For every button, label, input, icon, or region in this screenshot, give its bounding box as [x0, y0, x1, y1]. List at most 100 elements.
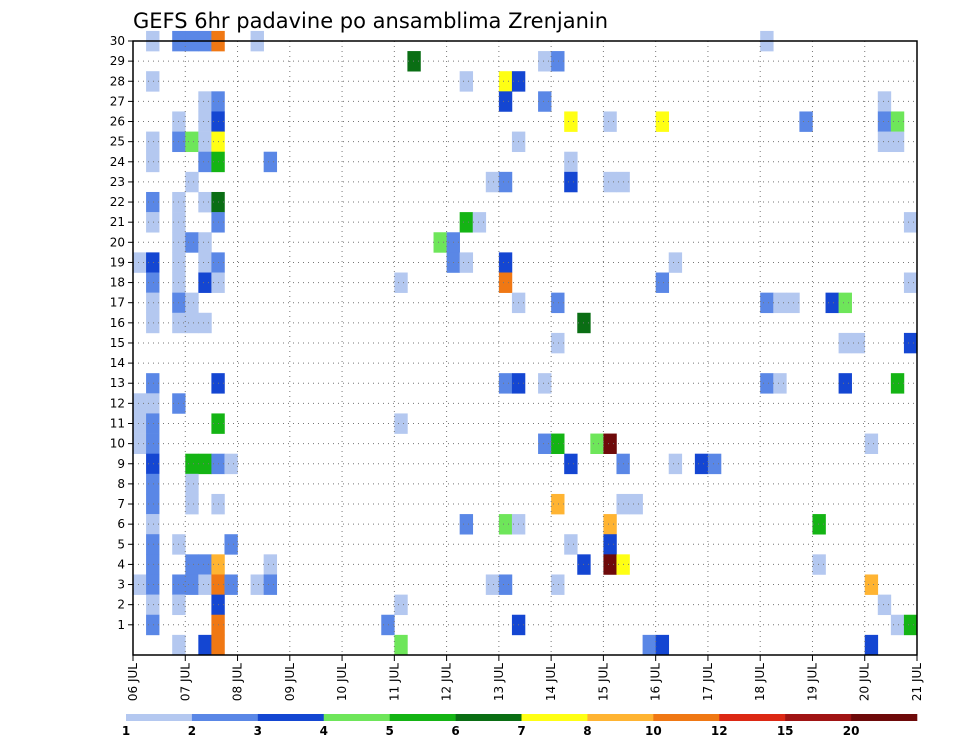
heatmap-cell	[133, 574, 147, 595]
heatmap-cell	[551, 493, 565, 515]
colorbar-swatch	[851, 714, 918, 721]
y-tick-label: 8	[117, 477, 125, 491]
y-tick-label: 13	[110, 376, 125, 390]
y-tick-label: 22	[110, 195, 125, 209]
heatmap-cell	[185, 171, 199, 193]
heatmap-cell	[564, 111, 578, 132]
colorbar-swatch	[785, 714, 852, 721]
colorbar-label: 6	[451, 724, 459, 738]
heatmap-cell	[146, 151, 160, 173]
colorbar-label: 2	[188, 724, 196, 738]
heatmap-cell	[538, 91, 552, 112]
y-tick-label: 4	[117, 557, 125, 571]
heatmap-cell	[642, 634, 656, 656]
colorbar-swatch	[257, 714, 325, 721]
heatmap-cell	[707, 453, 722, 475]
heatmap-cell	[603, 554, 617, 575]
heatmap-cell	[146, 433, 160, 454]
heatmap-cell	[185, 131, 199, 153]
colorbar-label: 4	[320, 724, 328, 738]
heatmap-cell	[185, 473, 199, 495]
colorbar-swatch	[389, 714, 456, 721]
x-axis: 06 JUL 07 JUL 08 JUL 09 JUL 10 JUL 11 JUL 12 J…	[126, 655, 924, 701]
y-tick-label: 2	[117, 598, 125, 612]
heatmap-cell	[799, 111, 813, 132]
x-tick-label: 21 JUL	[910, 663, 924, 701]
heatmap-cell	[250, 574, 264, 595]
heatmap-cell	[472, 212, 487, 233]
y-axis: 1234567891011121314151617181920212223242…	[110, 34, 133, 632]
heatmap-cell	[146, 453, 160, 475]
heatmap-cell	[564, 171, 578, 193]
heatmap-cell	[655, 111, 670, 132]
gridlines	[133, 40, 917, 655]
heatmap-cell	[146, 514, 160, 535]
heatmap-cell	[812, 554, 826, 575]
heatmap-cell	[198, 574, 212, 595]
y-tick-label: 30	[110, 34, 125, 48]
x-tick-label: 09 JUL	[283, 663, 297, 701]
x-tick-label: 13 JUL	[492, 663, 506, 701]
colorbar-swatch	[719, 714, 786, 721]
y-tick-label: 12	[110, 396, 125, 410]
heatmap-cell	[146, 554, 160, 575]
heatmap-cell	[198, 232, 212, 253]
heatmap-cell	[146, 413, 160, 434]
heatmap-cell	[146, 614, 160, 636]
heatmap-cell	[459, 212, 474, 233]
heatmap-cell	[146, 212, 160, 233]
colorbar-label: 7	[517, 724, 525, 738]
y-tick-label: 16	[110, 316, 125, 330]
heatmap-cell	[146, 493, 160, 515]
heatmap-cell	[498, 272, 513, 293]
x-tick-label: 12 JUL	[440, 663, 454, 701]
heatmap-cell	[394, 634, 408, 656]
heatmap-cell	[564, 534, 578, 555]
heatmap-cell	[146, 131, 160, 153]
x-tick-label: 07 JUL	[178, 663, 192, 701]
heatmap-cell	[263, 554, 278, 575]
x-tick-label: 15 JUL	[596, 663, 610, 701]
colorbar-label: 3	[254, 724, 262, 738]
y-tick-label: 26	[110, 115, 125, 129]
heatmap-cell	[590, 433, 604, 454]
heatmap-cell	[773, 373, 787, 394]
colorbar-label: 1	[122, 724, 130, 738]
heatmap-cell	[603, 111, 617, 132]
heatmap-cell	[655, 272, 670, 293]
heatmap-cell	[459, 514, 474, 535]
y-tick-label: 29	[110, 54, 125, 68]
heatmap-cell	[185, 574, 199, 595]
x-tick-label: 10 JUL	[335, 663, 349, 701]
heatmap-cell	[877, 111, 892, 132]
heatmap-cell	[146, 393, 160, 414]
heatmap-cell	[551, 51, 565, 72]
y-tick-label: 27	[110, 94, 125, 108]
y-tick-label: 6	[117, 517, 125, 531]
heatmap-cell	[551, 574, 565, 595]
heatmap-cell	[198, 131, 212, 153]
y-tick-label: 17	[110, 296, 125, 310]
heatmap-cell	[146, 473, 160, 495]
heatmap-cell	[211, 634, 225, 656]
heatmap-cell	[381, 614, 395, 636]
heatmap-cell	[459, 71, 474, 92]
heatmap-cell	[603, 534, 617, 555]
heatmap-cell	[825, 292, 839, 314]
heatmap-cell	[407, 51, 421, 72]
heatmap-cell	[773, 292, 787, 314]
y-tick-label: 5	[117, 537, 125, 551]
y-tick-label: 7	[117, 497, 125, 511]
heatmap-cell	[146, 312, 160, 334]
heatmap-cell	[877, 91, 892, 112]
heatmap-cell	[433, 232, 447, 253]
y-tick-label: 1	[117, 618, 125, 632]
colorbar-label: 15	[777, 724, 794, 738]
heatmap-cell	[198, 453, 212, 475]
colorbar-label: 5	[385, 724, 393, 738]
y-tick-label: 18	[110, 276, 125, 290]
heatmap-cell	[224, 453, 238, 475]
heatmap-cell	[564, 151, 578, 173]
heatmap-cell	[394, 594, 408, 616]
heatmap-cell	[668, 453, 683, 475]
